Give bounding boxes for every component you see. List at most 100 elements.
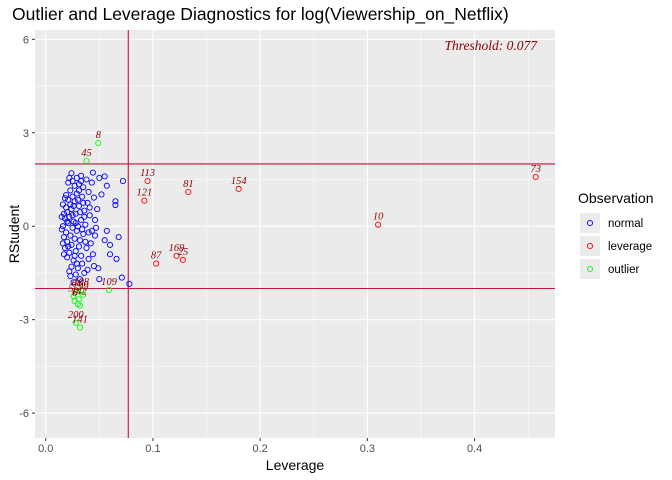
normal-point: [101, 173, 108, 180]
normal-point: [84, 266, 91, 273]
legend-key: [580, 213, 600, 233]
normal-point: [89, 169, 96, 176]
normal-point: [59, 223, 66, 230]
point-label: 121: [136, 188, 152, 199]
normal-point: [82, 238, 89, 245]
x-tick-label: 0.2: [253, 443, 268, 455]
point-label: 141: [72, 314, 88, 325]
chart-title: Outlier and Leverage Diagnostics for log…: [12, 4, 509, 25]
normal-point: [67, 187, 74, 194]
normal-point: [126, 280, 133, 287]
legend-symbol: [586, 265, 594, 273]
major-gridlines: [35, 30, 555, 438]
normal-point: [68, 241, 75, 248]
plot-panel: [35, 30, 555, 438]
legend-title: Observation: [578, 190, 653, 206]
y-tick-label: 0: [23, 221, 29, 233]
normal-point: [90, 263, 98, 270]
normal-point: [94, 206, 101, 213]
legend: Observation normal leverage outlier: [578, 190, 653, 279]
leverage-point: [144, 178, 151, 185]
normal-point: [60, 234, 67, 241]
normal-point: [75, 187, 83, 194]
outlier-point: [72, 319, 79, 326]
legend-label: leverage: [608, 241, 652, 253]
normal-point: [88, 179, 95, 186]
legend-label: normal: [608, 218, 643, 230]
normal-point: [63, 204, 70, 211]
legend-symbol: [586, 219, 594, 227]
normal-point: [80, 184, 87, 191]
normal-point: [60, 251, 67, 258]
point-label: 55: [68, 283, 79, 294]
outlier-point: [80, 291, 87, 298]
normal-point: [101, 237, 108, 244]
point-label: 99: [78, 282, 89, 293]
normal-point: [81, 269, 88, 276]
normal-point: [76, 209, 84, 216]
normal-point: [87, 240, 94, 247]
outlier-point: [83, 157, 90, 164]
outlier-point: [71, 297, 78, 305]
point-label: 25: [178, 247, 189, 258]
outlier-point: [76, 324, 84, 331]
normal-point: [58, 226, 65, 233]
normal-point: [67, 232, 74, 239]
legend-label: outlier: [608, 264, 639, 276]
normal-point: [78, 178, 85, 185]
normal-point: [63, 192, 70, 199]
leverage-point: [141, 197, 148, 204]
x-tick-label: 0.4: [467, 443, 482, 455]
normal-point: [89, 251, 96, 258]
normal-point: [93, 224, 100, 231]
outlier-point: [73, 288, 80, 295]
normal-point: [70, 279, 77, 286]
normal-point: [90, 194, 98, 201]
normal-point: [65, 243, 72, 250]
x-tick-label: 0.0: [38, 443, 53, 455]
point-label: 6: [72, 288, 78, 299]
normal-point: [82, 221, 89, 228]
normal-point: [80, 199, 87, 206]
normal-point: [64, 218, 71, 225]
normal-point: [71, 252, 78, 259]
normal-point: [73, 227, 80, 234]
y-axis-ticks: -6 -3 0 3 6: [19, 34, 35, 420]
normal-point: [69, 193, 76, 200]
outlier-point: [105, 287, 113, 294]
normal-point: [73, 260, 80, 267]
leverage-point: [179, 256, 187, 263]
normal-point: [68, 170, 75, 177]
normal-point: [58, 213, 65, 220]
outlier-point: [95, 140, 102, 147]
normal-point: [72, 220, 79, 227]
normal-point: [91, 232, 99, 239]
point-label: 81: [183, 179, 194, 190]
normal-point: [81, 213, 88, 220]
normal-point: [115, 234, 122, 241]
normal-point: [83, 176, 90, 183]
normal-point: [65, 220, 72, 227]
normal-point: [72, 271, 79, 278]
normal-point: [107, 241, 114, 248]
point-label: 73: [530, 164, 541, 175]
normal-point: [96, 174, 103, 181]
normal-point: [107, 251, 114, 258]
normal-point: [112, 201, 119, 209]
normal-point: [71, 235, 78, 242]
normal-point: [113, 255, 120, 262]
normal-point: [75, 243, 83, 250]
normal-point: [112, 198, 119, 205]
normal-point: [76, 237, 84, 244]
y-tick-label: -3: [19, 315, 29, 327]
leverage-point: [375, 221, 382, 228]
normal-point: [76, 276, 84, 283]
point-label: 113: [140, 168, 155, 179]
legend-key: [580, 259, 600, 279]
leverage-point: [173, 252, 180, 259]
x-axis-ticks: 0.0 0.1 0.2 0.3 0.4: [38, 438, 482, 455]
x-tick-label: 0.3: [360, 443, 375, 455]
normal-point: [91, 216, 99, 224]
normal-point: [119, 178, 126, 185]
